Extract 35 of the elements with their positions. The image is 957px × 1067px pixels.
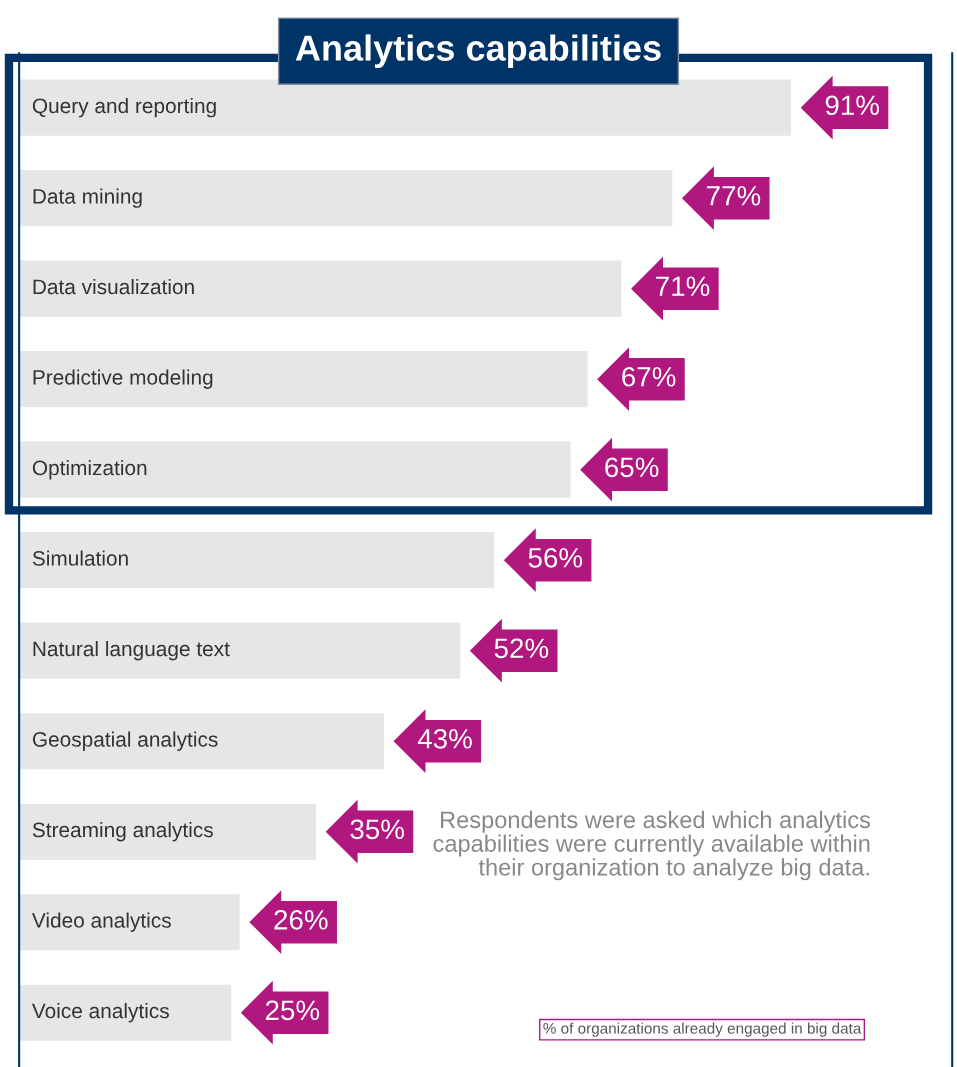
annotation: % of organizations already engaged in big data <box>543 1022 862 1037</box>
y-tick-label: Geospatial analytics <box>32 731 218 751</box>
data-label: 25% <box>265 1000 320 1021</box>
bar <box>19 532 495 589</box>
bar <box>19 170 673 227</box>
data-label: 35% <box>350 819 404 840</box>
data-label: 52% <box>494 638 549 659</box>
data-label: 43% <box>417 728 472 749</box>
y-tick-label: Data visualization <box>33 278 194 295</box>
y-tick-label: Video analytics <box>31 912 171 932</box>
y-tick-label: Predictive modeling <box>33 369 213 389</box>
data-label: 71% <box>656 276 710 297</box>
y-tick-label: Optimization <box>32 459 147 480</box>
y-tick-label: Voice analytics <box>31 1002 169 1023</box>
y-tick-label: Streaming analytics <box>32 821 213 842</box>
bar <box>19 894 240 951</box>
annotation: Respondents were asked which analytics capabilities were currently available within their organization to analyze big data. <box>433 810 871 881</box>
y-tick-label: Simulation <box>32 550 128 566</box>
bar <box>19 622 461 679</box>
bar <box>19 803 317 860</box>
chart-title: Analytics capabilities <box>295 34 661 69</box>
bar <box>19 984 232 1041</box>
data-label: 56% <box>528 547 583 568</box>
data-label: 65% <box>605 457 659 478</box>
y-tick-label: Query and reporting <box>32 97 216 118</box>
data-label: 91% <box>825 95 879 116</box>
bar <box>19 351 588 408</box>
data-label: 67% <box>622 366 676 387</box>
y-tick-label: Data mining <box>33 188 142 208</box>
bar <box>19 441 571 498</box>
bar <box>19 713 384 770</box>
data-label: 26% <box>274 909 328 930</box>
y-tick-label: Natural language text <box>33 640 230 661</box>
data-label: 77% <box>707 186 761 206</box>
bar <box>19 260 622 317</box>
